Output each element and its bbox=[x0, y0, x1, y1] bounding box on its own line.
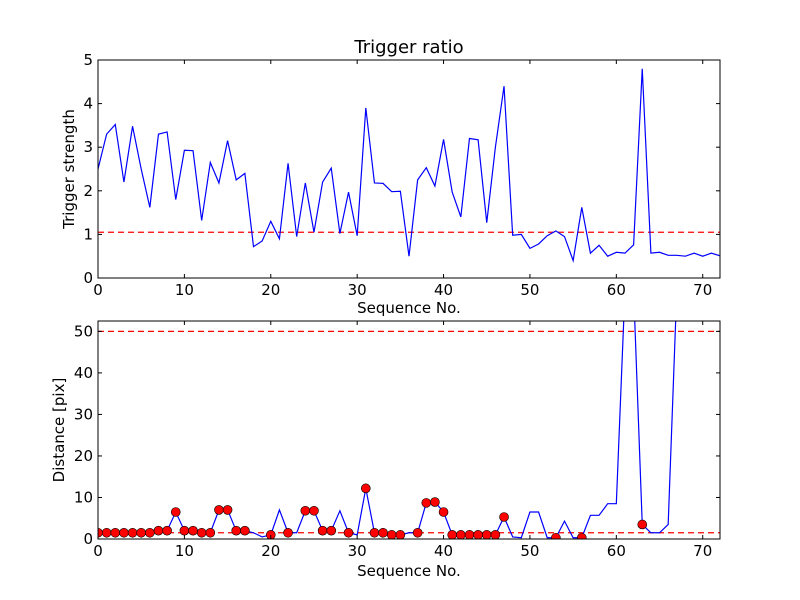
data-point-marker bbox=[214, 505, 224, 515]
x-tick-label: 10 bbox=[175, 542, 194, 560]
y-tick-label: 0 bbox=[83, 269, 93, 287]
series-markers bbox=[98, 483, 648, 539]
data-point-marker bbox=[188, 525, 198, 536]
data-point-marker bbox=[110, 527, 121, 538]
data-point-marker bbox=[162, 525, 172, 536]
x-tick-label: 30 bbox=[348, 542, 367, 560]
y-tick-label: 4 bbox=[83, 95, 93, 113]
y-axis-label: Distance [pix] bbox=[50, 378, 68, 483]
x-tick-label: 70 bbox=[693, 542, 712, 560]
data-point-marker bbox=[473, 530, 483, 539]
x-axis-label: Sequence No. bbox=[357, 562, 461, 580]
data-point-marker bbox=[343, 527, 354, 538]
data-point-marker bbox=[283, 527, 293, 538]
data-point-marker bbox=[265, 530, 276, 539]
data-point-marker bbox=[447, 530, 457, 539]
y-tick-label: 5 bbox=[83, 51, 93, 69]
y-tick-label: 0 bbox=[83, 530, 93, 548]
data-point-marker bbox=[127, 527, 138, 538]
data-point-marker bbox=[136, 527, 146, 538]
data-point-marker bbox=[179, 525, 190, 536]
x-tick-label: 0 bbox=[93, 542, 103, 560]
data-point-marker bbox=[145, 527, 155, 538]
y-tick-label: 30 bbox=[74, 405, 93, 423]
data-point-marker bbox=[576, 532, 587, 539]
data-point-marker bbox=[378, 527, 388, 538]
data-point-marker bbox=[196, 527, 207, 538]
axis-ticks: 0 10 20 30 40 50 60 70 0 10 20 30 40 50 bbox=[74, 321, 720, 560]
data-point-marker bbox=[464, 530, 475, 539]
x-axis-label: Sequence No. bbox=[357, 299, 461, 317]
data-point-marker bbox=[222, 505, 233, 515]
data-point-marker bbox=[101, 527, 112, 538]
x-tick-label: 50 bbox=[520, 542, 539, 560]
plot-frame bbox=[97, 320, 721, 540]
data-point-marker bbox=[231, 525, 242, 536]
data-point-marker bbox=[153, 525, 164, 536]
plot-frame bbox=[97, 59, 721, 279]
x-tick-label: 50 bbox=[520, 281, 539, 299]
data-point-marker bbox=[317, 525, 328, 536]
data-point-marker bbox=[456, 530, 466, 539]
data-point-marker bbox=[205, 527, 216, 538]
x-tick-label: 40 bbox=[434, 281, 453, 299]
data-point-marker bbox=[481, 530, 492, 539]
x-tick-label: 30 bbox=[348, 281, 367, 299]
data-point-marker bbox=[412, 527, 423, 538]
trigger-ratio-chart: Trigger ratio 0 10 20 30 40 50 60 70 0 1 2 3 4 5 Sequ… bbox=[60, 37, 721, 317]
y-tick-label: 40 bbox=[74, 364, 93, 382]
data-point-marker bbox=[551, 532, 561, 539]
y-tick-label: 20 bbox=[74, 447, 93, 465]
x-tick-label: 40 bbox=[434, 542, 453, 560]
data-point-marker bbox=[300, 505, 311, 516]
data-point-marker bbox=[326, 525, 337, 536]
x-tick-label: 60 bbox=[607, 281, 626, 299]
data-point-marker bbox=[369, 527, 380, 538]
chart-title: Trigger ratio bbox=[353, 37, 463, 58]
y-tick-label: 2 bbox=[83, 182, 93, 200]
x-tick-label: 20 bbox=[261, 281, 280, 299]
series-line bbox=[98, 68, 720, 263]
data-point-marker bbox=[170, 507, 181, 517]
x-tick-label: 60 bbox=[607, 542, 626, 560]
x-tick-label: 10 bbox=[175, 281, 194, 299]
data-point-marker bbox=[430, 497, 440, 507]
x-tick-label: 70 bbox=[693, 281, 712, 299]
y-axis-label: Trigger strength bbox=[60, 109, 78, 230]
data-point-marker bbox=[119, 527, 129, 538]
data-point-marker bbox=[309, 505, 319, 516]
data-point-marker bbox=[361, 483, 371, 494]
data-point-marker bbox=[240, 525, 250, 536]
data-point-marker bbox=[499, 512, 509, 522]
data-point-marker bbox=[490, 530, 501, 539]
data-point-marker bbox=[395, 530, 406, 539]
data-point-marker bbox=[386, 530, 397, 539]
y-tick-label: 1 bbox=[83, 225, 93, 243]
y-tick-label: 50 bbox=[74, 322, 93, 340]
data-point-marker bbox=[421, 498, 432, 508]
series-lines bbox=[98, 68, 720, 263]
data-point-marker bbox=[637, 519, 648, 530]
x-tick-label: 0 bbox=[93, 281, 103, 299]
x-tick-label: 20 bbox=[261, 542, 280, 560]
y-tick-label: 10 bbox=[74, 488, 93, 506]
axis-ticks: 0 10 20 30 40 50 60 70 0 1 2 3 4 5 bbox=[83, 51, 720, 299]
y-tick-label: 3 bbox=[83, 138, 93, 156]
data-point-marker bbox=[438, 507, 449, 517]
